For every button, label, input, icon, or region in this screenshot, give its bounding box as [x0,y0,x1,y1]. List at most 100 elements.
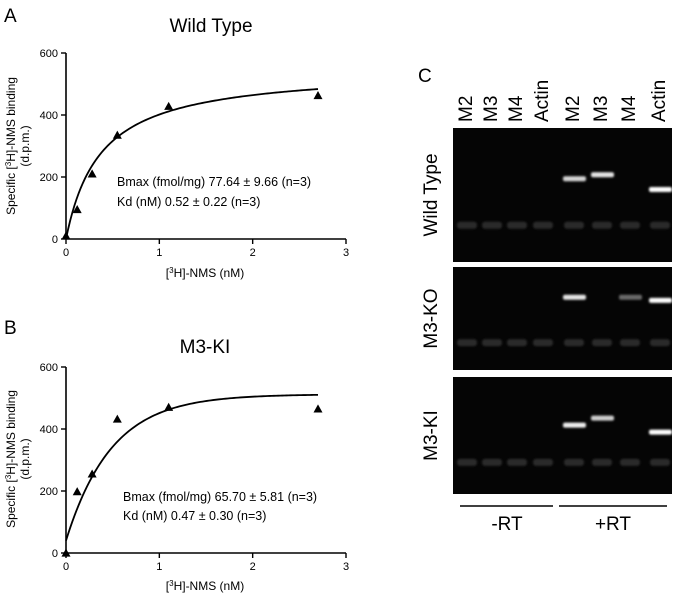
gel-band [591,172,614,178]
chart-title: M3-KI [180,337,231,358]
gel-smear [620,458,640,466]
x-axis-label: [3H]-NMS (nM) [166,266,244,280]
y-tick-label: 400 [40,424,58,436]
lane-label: Actin [532,80,553,122]
y-tick-label: 0 [52,234,58,246]
gel-smear [592,221,612,229]
lane-label: M2 [563,96,584,122]
panel-letter-a: A [4,6,17,27]
gel-smear [457,339,477,347]
gel-smear [650,221,670,229]
panel-letter-b: B [4,318,17,339]
gel-smear [650,339,670,347]
annotation-bmax: Bmax (fmol/mg) 77.64 ± 9.66 (n=3) [117,175,311,189]
data-point [112,414,122,423]
plot-area: 0 200 400 600 0 1 2 3 [40,362,349,573]
y-tick-label: 0 [52,548,58,560]
x-tick-label: 0 [63,247,69,259]
lane-label: Actin [649,80,670,122]
gel-row-label: Wild Type [421,153,442,236]
lane-label: M3 [591,96,612,122]
gel-smear [482,339,502,347]
group-label-plus-rt: +RT [595,514,631,535]
gel-smear [620,339,640,347]
data-point [61,548,71,557]
plot-area: 0 200 400 600 0 1 2 3 [40,48,349,259]
x-axis-label: [3H]-NMS (nM) [166,579,244,593]
data-point [164,101,174,110]
gel-smear [620,221,640,229]
y-tick-label: 600 [40,48,58,60]
gel-image [453,267,672,370]
data-point [87,469,97,478]
gel-smear [592,458,612,466]
gel-smear [533,221,553,229]
gel-smear [507,458,527,466]
data-point [72,487,82,496]
x-tick-label: 2 [250,561,256,573]
annotation-bmax: Bmax (fmol/mg) 65.70 ± 5.81 (n=3) [123,490,317,504]
y-axis-label: Specific [3H]-NMS binding (d.p.m.) [4,77,32,215]
lane-label: M3 [481,96,502,122]
y-axis-unit: (d.p.m.) [18,438,32,479]
gel-image [453,128,672,262]
gel-row-label: M3-KI [421,410,442,461]
gel-smear [533,458,553,466]
y-tick-label: 200 [40,486,58,498]
gel-band [619,294,642,300]
gel-smear [482,221,502,229]
data-point [87,169,97,178]
data-point [313,404,323,413]
group-label-minus-rt: -RT [491,514,523,535]
gel-band [649,186,672,192]
lane-label: M2 [456,96,477,122]
panel-a: A Wild Type Specific [3H]-NMS binding (d… [4,6,349,280]
panel-c: C M2 M3 M4 Actin M2 M3 M4 Actin Wild TypeM3-KOM… [418,66,672,535]
annotation-kd: Kd (nM) 0.47 ± 0.30 (n=3) [123,509,266,523]
x-tick-label: 1 [156,561,162,573]
x-tick-label: 1 [156,247,162,259]
gel-row-label: M3-KO [421,288,442,348]
gel-row: M3-KI [421,377,672,494]
gel-smear [507,221,527,229]
data-point [72,205,82,214]
y-axis-label: Specific [3H]-NMS binding (d.p.m.) [4,390,32,528]
gel-row: M3-KO [421,267,672,370]
gel-smear [592,339,612,347]
panel-letter-c: C [418,66,432,87]
y-axis-unit: (d.p.m.) [18,125,32,166]
x-tick-label: 3 [343,247,349,259]
y-tick-label: 600 [40,362,58,374]
y-axis-label-main: Specific [3H]-NMS binding [4,390,18,528]
y-axis-label-main: Specific [3H]-NMS binding [4,77,18,215]
gel-smear [507,339,527,347]
gel-band [591,415,614,421]
gel-smear [533,339,553,347]
gel-band [649,429,672,435]
chart-title: Wild Type [169,16,252,37]
lane-label: M4 [506,95,527,122]
gel-band [563,176,586,182]
y-tick-label: 400 [40,110,58,122]
gel-smear [564,458,584,466]
fit-curve [65,88,319,240]
y-tick-label: 200 [40,172,58,184]
x-tick-label: 2 [250,247,256,259]
gel-band [563,422,586,428]
gel-band [563,294,586,300]
annotation-kd: Kd (nM) 0.52 ± 0.22 (n=3) [117,195,260,209]
fit-curve [65,393,319,541]
gel-band [649,297,672,303]
lane-label: M4 [619,95,640,122]
gel-smear [650,458,670,466]
panel-b: B M3-KI Specific [3H]-NMS binding (d.p.m… [4,318,349,593]
data-point [61,231,71,240]
data-point [112,130,122,139]
x-tick-label: 3 [343,561,349,573]
data-point [313,90,323,100]
data-point [164,402,174,411]
x-tick-label: 0 [63,561,69,573]
gel-smear [564,221,584,229]
gel-smear [564,339,584,347]
